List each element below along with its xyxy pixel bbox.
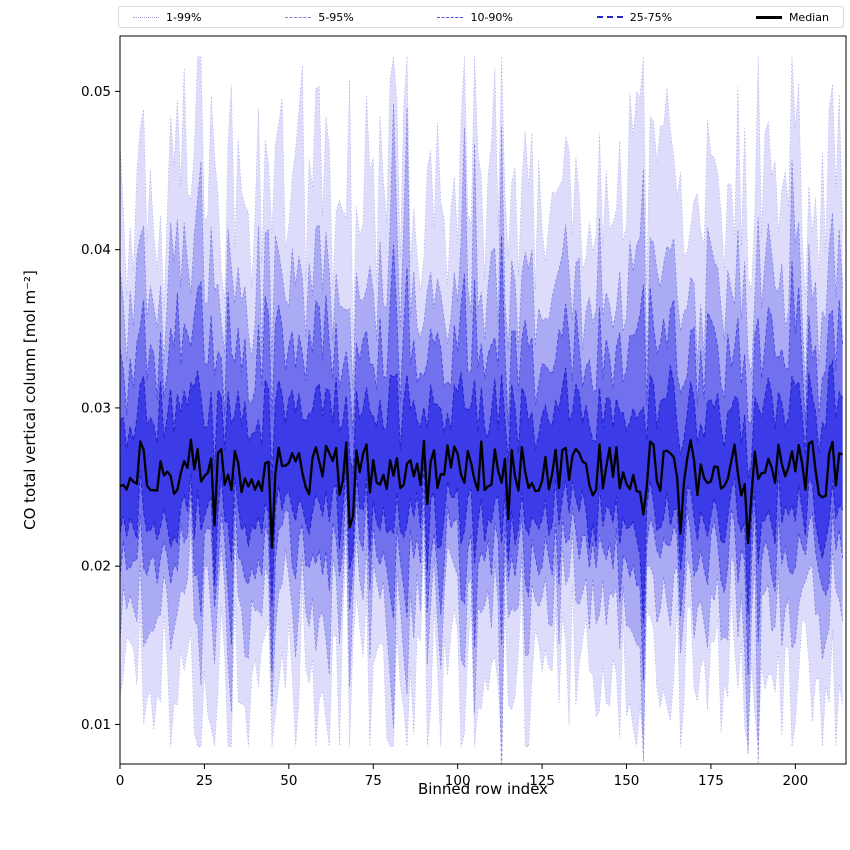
svg-text:25: 25 [196,773,213,789]
band-5-95-swatch-icon [285,16,312,18]
svg-text:0.02: 0.02 [81,559,111,575]
svg-text:0.01: 0.01 [81,717,111,733]
band-25-75-swatch-icon [596,16,623,18]
legend-item-1-99: 1-99% [133,11,201,24]
legend-label-median: Median [788,10,829,24]
svg-text:0: 0 [116,773,125,789]
median-swatch-icon [755,15,782,19]
legend-label-10-90: 10-90% [470,10,513,24]
svg-text:150: 150 [614,773,640,789]
y-axis-label: CO total vertical column [mol m⁻²] [21,270,39,530]
svg-text:0.03: 0.03 [81,400,111,416]
legend-item-median: Median [755,10,829,24]
svg-text:125: 125 [529,773,555,789]
svg-text:175: 175 [698,773,724,789]
legend-label-25-75: 25-75% [629,10,673,24]
svg-text:200: 200 [782,773,808,789]
legend-item-10-90: 10-90% [437,10,513,24]
svg-text:75: 75 [365,773,382,789]
svg-text:0.05: 0.05 [81,84,111,100]
x-axis-label: Binned row index [417,780,549,798]
legend: 1-99% 5-95% 10-90% 25-75% Median [118,6,844,28]
svg-text:50: 50 [280,773,297,789]
legend-item-5-95: 5-95% [285,10,354,24]
svg-text:0.04: 0.04 [81,242,111,258]
band-1-99-swatch-icon [133,16,159,18]
band-10-90-swatch-icon [437,16,464,18]
legend-item-25-75: 25-75% [596,10,673,24]
svg-text:100: 100 [445,773,471,789]
legend-label-1-99: 1-99% [166,10,202,24]
legend-label-5-95: 5-95% [318,10,354,24]
